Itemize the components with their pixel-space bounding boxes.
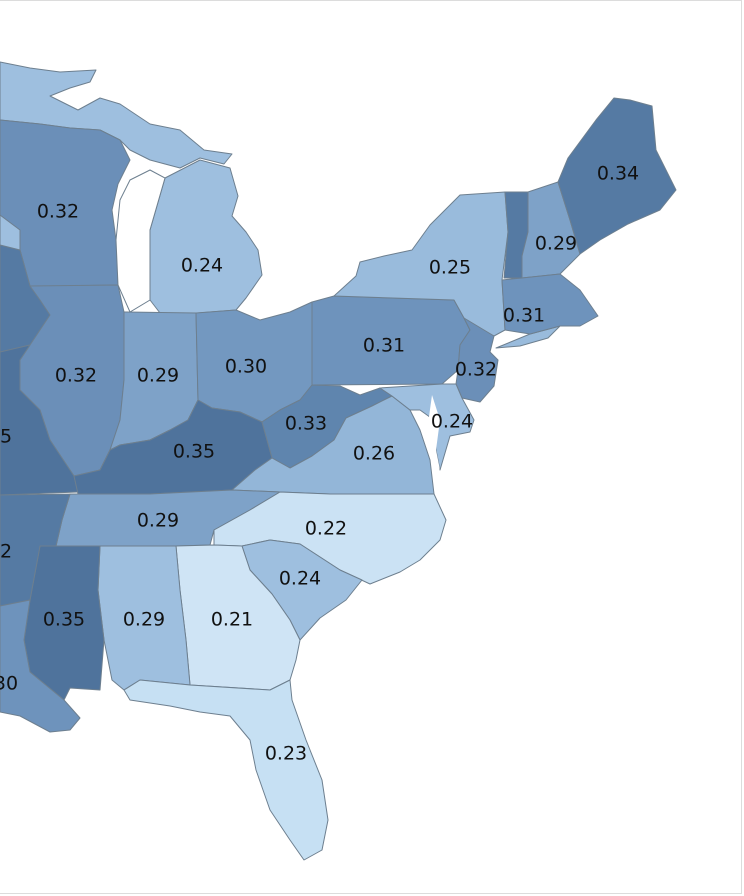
label-florida: 0.23 (265, 743, 307, 765)
lake-michigan (115, 169, 166, 313)
label-massachusetts: 0.31 (503, 305, 545, 327)
label-new-jersey: 0.32 (455, 359, 497, 381)
state-michigan[interactable] (149, 159, 263, 314)
label-arkansas-partial: 2 (0, 541, 12, 563)
state-florida[interactable] (123, 679, 329, 861)
label-new-hampshire: 0.29 (535, 233, 577, 255)
state-new-jersey[interactable] (455, 317, 499, 403)
state-massachusetts[interactable] (501, 273, 599, 335)
state-missouri[interactable] (0, 344, 79, 496)
state-maryland-delaware[interactable] (379, 383, 475, 471)
label-new-york: 0.25 (429, 257, 471, 279)
label-indiana: 0.29 (137, 365, 179, 387)
label-west-virginia: 0.33 (285, 413, 327, 435)
label-maine: 0.34 (597, 163, 639, 185)
label-maryland-delaware: 0.24 (431, 411, 473, 433)
label-missouri-partial: 5 (0, 426, 12, 448)
label-michigan: 0.24 (181, 255, 223, 277)
state-long-island[interactable] (495, 325, 561, 349)
state-louisiana[interactable] (0, 599, 81, 733)
label-south-carolina: 0.24 (279, 568, 321, 590)
label-wisconsin: 0.32 (37, 201, 79, 223)
label-pennsylvania: 0.31 (363, 335, 405, 357)
label-georgia: 0.21 (211, 609, 253, 631)
label-alabama: 0.29 (123, 609, 165, 631)
state-minnesota[interactable] (0, 214, 21, 251)
label-north-carolina: 0.22 (305, 518, 347, 540)
label-tennessee: 0.29 (137, 510, 179, 532)
label-virginia: 0.26 (353, 443, 395, 465)
state-maine[interactable] (557, 97, 677, 255)
label-illinois: 0.32 (55, 365, 97, 387)
chesapeake-bay (428, 395, 440, 470)
label-louisiana-partial: 30 (0, 673, 18, 695)
label-mississippi: 0.35 (43, 609, 85, 631)
label-ohio: 0.30 (225, 356, 267, 378)
label-kentucky: 0.35 (173, 441, 215, 463)
